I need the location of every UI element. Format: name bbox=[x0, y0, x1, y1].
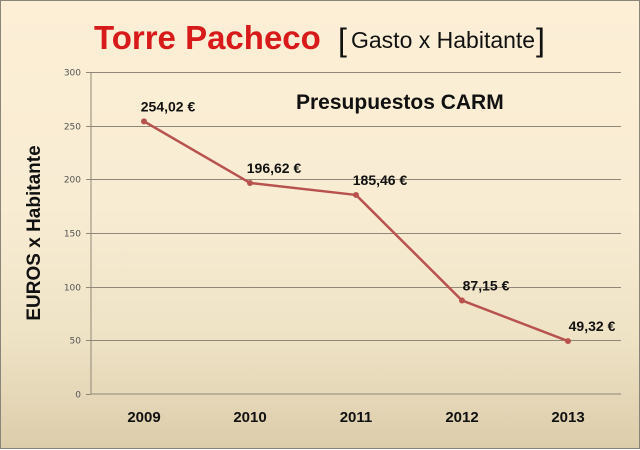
y-axis-label: EUROS x Habitante bbox=[24, 145, 45, 320]
annotation-presupuestos: Presupuestos CARM bbox=[296, 91, 504, 114]
data-point-marker bbox=[565, 338, 571, 345]
x-category-label: 2013 bbox=[551, 409, 584, 426]
y-tick-label: 0 bbox=[75, 391, 81, 401]
gridlines bbox=[91, 72, 621, 341]
x-category-label: 2012 bbox=[445, 409, 478, 426]
y-tick-label: 300 bbox=[64, 69, 81, 79]
x-axis-categories: 2009 2010 2011 2012 2013 bbox=[127, 409, 584, 426]
data-labels: 254,02 € 196,62 € 185,46 € 87,15 € 49,32 € bbox=[141, 98, 616, 334]
data-series bbox=[141, 118, 571, 345]
y-tick-label: 100 bbox=[64, 284, 81, 294]
chart-title: Torre Pacheco bbox=[94, 19, 321, 56]
data-point-marker bbox=[247, 179, 253, 186]
x-category-label: 2010 bbox=[233, 409, 266, 426]
series-line bbox=[143, 120, 569, 343]
data-point-label: 87,15 € bbox=[463, 277, 510, 293]
y-tick-label: 50 bbox=[70, 337, 82, 347]
y-tick-label: 150 bbox=[64, 230, 81, 240]
data-point-label: 196,62 € bbox=[247, 160, 302, 176]
data-point-label: 49,32 € bbox=[569, 318, 616, 334]
data-point-label: 185,46 € bbox=[353, 172, 408, 188]
title-bracket-open: [ bbox=[338, 22, 347, 58]
data-point-label: 254,02 € bbox=[141, 98, 196, 114]
y-tick-label: 200 bbox=[64, 176, 81, 186]
y-axis-ticks: 0 50 100 150 200 250 300 bbox=[64, 69, 91, 401]
data-point-marker bbox=[141, 118, 147, 125]
chart-subtitle: Gasto x Habitante bbox=[351, 27, 535, 53]
x-category-label: 2009 bbox=[127, 409, 160, 426]
data-point-marker bbox=[353, 191, 359, 198]
title-bracket-close: ] bbox=[536, 22, 545, 58]
data-point-marker bbox=[459, 297, 465, 304]
y-tick-label: 250 bbox=[64, 123, 81, 133]
x-category-label: 2011 bbox=[340, 409, 373, 426]
